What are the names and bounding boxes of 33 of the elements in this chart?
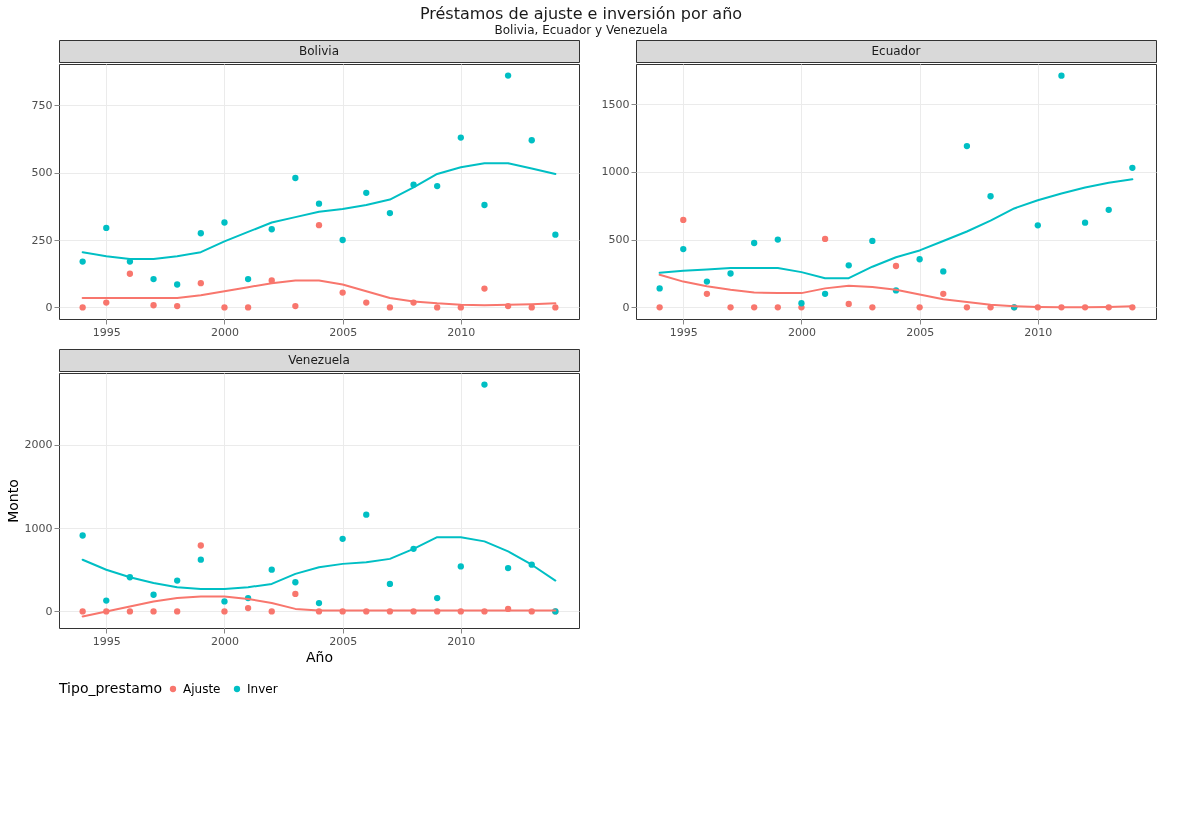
chart-title: Bolivia (298, 44, 340, 58)
y-tick-label: 1000 (24, 521, 53, 535)
x-tick-label: 2010 (447, 325, 476, 339)
x-tick-label: 2005 (329, 325, 358, 339)
chart-title: Ecuador (871, 44, 921, 58)
text: Bolivia, Ecuador y Venezuela (494, 22, 668, 37)
y-tick-label: 0 (622, 300, 630, 314)
y-tick-label: 0 (45, 300, 53, 314)
x-tick-label: 2005 (329, 634, 358, 648)
text: Préstamos de ajuste e inversión por año (419, 3, 743, 23)
x-tick-label: 2000 (210, 325, 239, 339)
chart-title: Venezuela (288, 353, 350, 367)
y-axis-title: Monto (4, 479, 21, 523)
x-tick-label: 1995 (92, 325, 121, 339)
x-tick-label: 1995 (669, 325, 698, 339)
y-tick-label: 250 (31, 233, 53, 247)
x-axis-title: Año (305, 648, 334, 665)
y-tick-label: 500 (31, 166, 53, 180)
y-tick-label: 2000 (24, 438, 53, 452)
y-tick-label: 1000 (601, 165, 630, 179)
y-tick-label: 1500 (601, 97, 630, 111)
x-tick-label: 2010 (1024, 325, 1053, 339)
y-tick-label: 750 (31, 98, 53, 112)
legend-label: Inver (247, 682, 278, 696)
x-tick-label: 2000 (210, 634, 239, 648)
x-tick-label: 2000 (787, 325, 816, 339)
legend-label: Ajuste (183, 682, 221, 696)
x-tick-label: 1995 (92, 634, 121, 648)
y-tick-label: 0 (45, 604, 53, 618)
y-tick-label: 500 (608, 233, 630, 247)
x-tick-label: 2010 (447, 634, 476, 648)
legend-title: Tipo_prestamo (58, 680, 162, 696)
x-tick-label: 2005 (906, 325, 935, 339)
